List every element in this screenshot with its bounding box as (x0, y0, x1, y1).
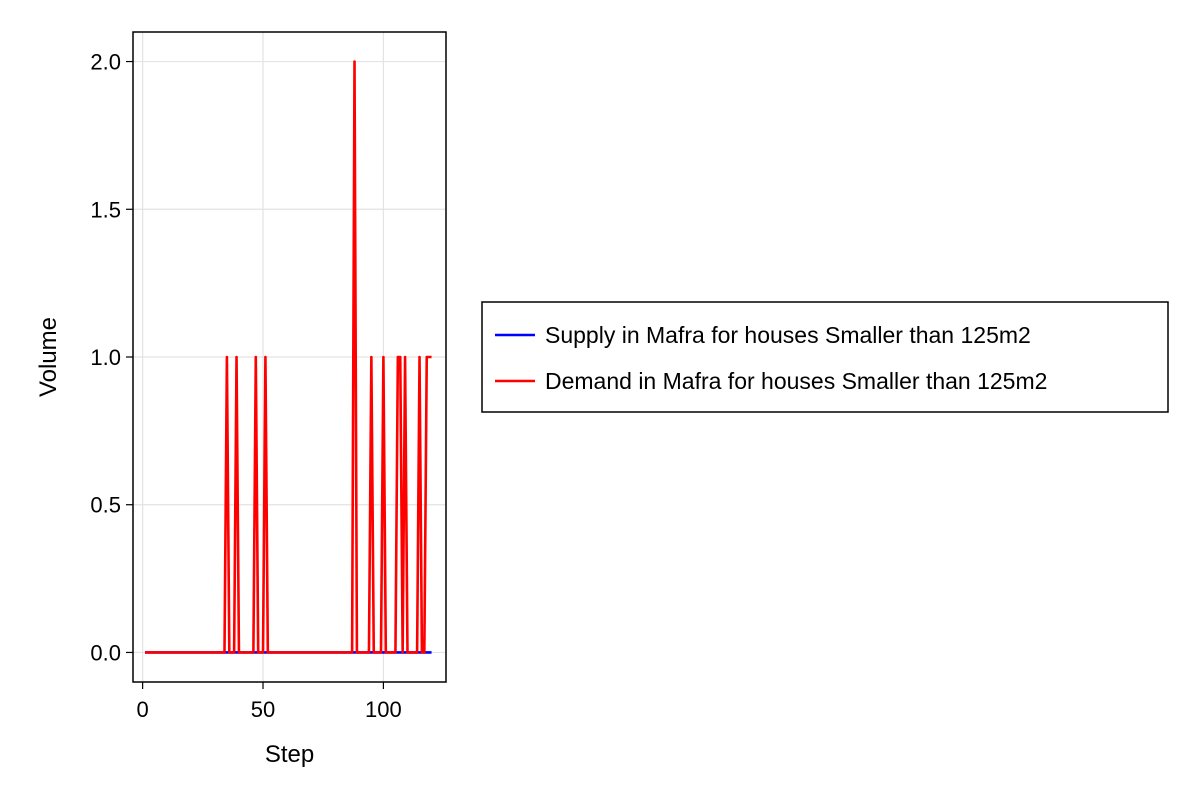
y-axis-label: Volume (35, 317, 62, 397)
y-tick-label: 1.5 (90, 197, 121, 222)
legend-box (481, 301, 1169, 413)
x-axis-label: Step (265, 741, 314, 768)
y-axis: 0.0 0.5 1.0 1.5 2.0 (90, 50, 133, 665)
legend: Supply in Mafra for houses Smaller than … (481, 301, 1169, 413)
x-tick-label: 0 (137, 697, 149, 722)
legend-label-supply: Supply in Mafra for houses Smaller than … (545, 322, 1031, 348)
y-tick-label: 0.5 (90, 493, 121, 518)
x-axis: 0 50 100 (137, 682, 402, 722)
legend-label-demand: Demand in Mafra for houses Smaller than … (545, 368, 1047, 394)
demand-line (145, 60, 432, 654)
y-tick-label: 1.0 (90, 345, 121, 370)
y-tick-label: 0.0 (90, 640, 121, 665)
series-layer (145, 60, 432, 654)
y-tick-label: 2.0 (90, 50, 121, 75)
x-tick-label: 100 (365, 697, 402, 722)
x-tick-label: 50 (251, 697, 275, 722)
